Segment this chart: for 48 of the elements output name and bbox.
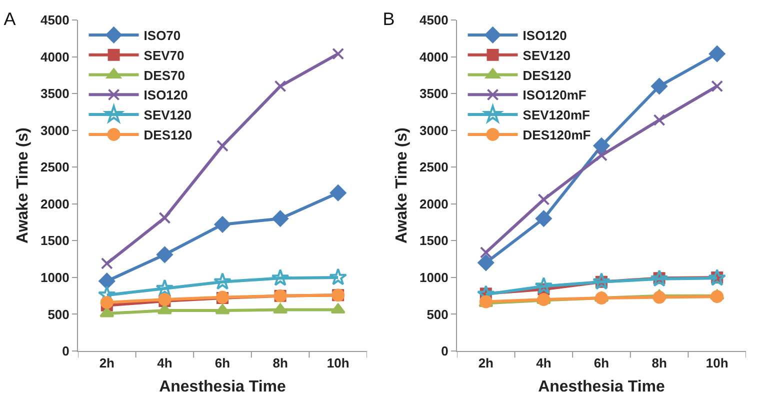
y-tick-label: 4500 (40, 12, 70, 28)
legend-label: ISO120 (144, 88, 188, 103)
y-tick-label: 500 (426, 306, 448, 322)
y-tick-label: 3000 (40, 122, 70, 138)
y-tick-label: 4000 (40, 49, 70, 64)
legend-label: DES120 (144, 128, 192, 143)
y-tick-label: 4500 (419, 12, 448, 28)
x-tick-label: 6h (594, 356, 610, 371)
y-tick-label: 2000 (40, 196, 70, 212)
x-tick-label: 6h (214, 356, 230, 371)
y-tick-label: 3500 (419, 86, 448, 102)
y-tick-label: 2500 (40, 160, 70, 175)
y-tick-label: 1000 (419, 270, 448, 285)
chart-title: A (4, 8, 16, 29)
legend-label: SEV120 (522, 48, 570, 63)
x-tick-label: 4h (536, 356, 552, 371)
y-tick-label: 3500 (40, 86, 70, 102)
x-tick-label: 2h (99, 356, 115, 371)
y-tick-label: 0 (62, 344, 70, 359)
chart-title: B (382, 8, 395, 29)
y-tick-label: 4000 (419, 49, 448, 64)
y-tick-label: 500 (48, 306, 70, 322)
legend-label: SEV120 (144, 108, 192, 123)
y-tick-label: 1500 (40, 233, 70, 248)
x-tick-label: 8h (652, 356, 667, 371)
x-tick-label: 2h (478, 356, 494, 371)
x-tick-label: 8h (272, 356, 288, 371)
x-tick-label: 10h (706, 356, 728, 371)
y-tick-label: 0 (441, 344, 448, 359)
legend-label: ISO70 (144, 28, 181, 44)
y-tick-label: 3000 (419, 122, 448, 138)
x-axis-title: Anesthesia Time (159, 378, 286, 396)
y-axis-title: Awake Time (s) (14, 128, 32, 244)
legend-label: DES70 (144, 68, 185, 83)
x-tick-label: 4h (157, 356, 172, 371)
legend-label: ISO120mF (522, 88, 586, 103)
x-tick-label: 10h (326, 356, 350, 371)
x-axis-title: Anesthesia Time (538, 378, 666, 396)
legend-label: DES120 (522, 68, 572, 83)
y-tick-label: 1500 (419, 233, 448, 248)
y-tick-label: 2000 (419, 196, 448, 212)
y-tick-label: 2500 (419, 160, 448, 175)
y-axis-title: Awake Time (s) (393, 128, 410, 244)
legend-label: SEV120mF (522, 108, 590, 123)
y-tick-label: 1000 (40, 270, 70, 285)
legend-label: SEV70 (144, 48, 184, 63)
legend-label: DES120mF (522, 128, 591, 143)
legend-label: ISO120 (522, 28, 567, 44)
